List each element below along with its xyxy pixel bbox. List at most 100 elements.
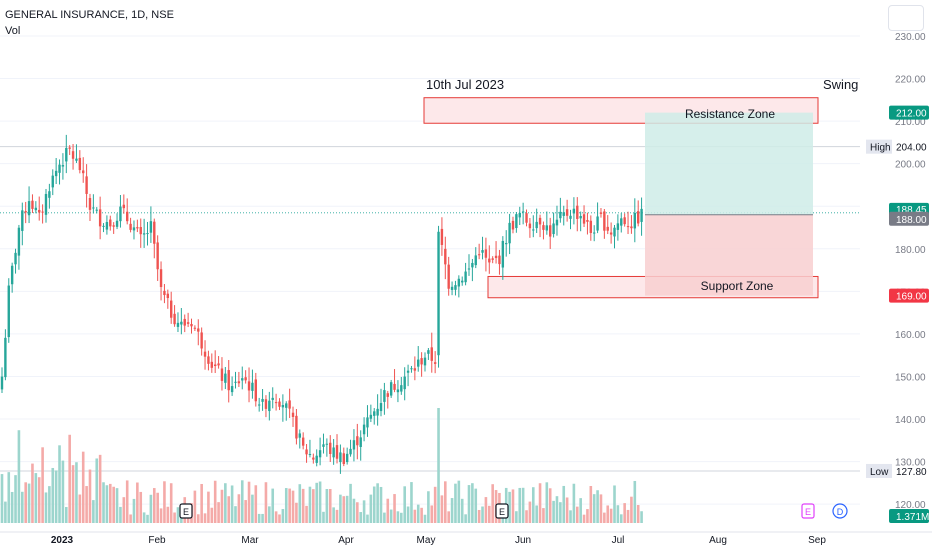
volume-bar <box>393 494 396 523</box>
volume-bar <box>582 514 586 523</box>
volume-bar <box>41 447 44 523</box>
volume-bar <box>220 489 224 523</box>
volume-bar <box>308 486 312 523</box>
volume-bar <box>48 486 51 523</box>
volume-bar <box>115 488 119 523</box>
candle-body <box>427 350 430 354</box>
volume-bar <box>335 509 339 523</box>
volume-bar <box>0 474 4 523</box>
candle-body <box>413 368 417 371</box>
volume-bar <box>149 494 153 523</box>
candle-body <box>17 227 21 256</box>
earnings-marker-past-glyph: E <box>183 507 189 517</box>
candle-body <box>538 217 542 225</box>
candle-body <box>180 321 183 325</box>
volume-bar <box>78 494 82 523</box>
volume-bar <box>349 483 352 523</box>
candle-body <box>481 250 484 253</box>
resistance-zone-label: Resistance Zone <box>685 107 775 121</box>
volume-bar <box>342 496 346 523</box>
candle-body <box>521 211 525 213</box>
candle-body <box>349 448 352 455</box>
volume-bar <box>17 430 21 523</box>
candle-body <box>494 255 498 259</box>
candle-body <box>545 225 549 231</box>
volume-bar <box>85 486 88 523</box>
candle-body <box>393 383 396 390</box>
candle-body <box>373 411 376 416</box>
earnings-marker-past[interactable] <box>179 503 193 519</box>
earnings-marker-past[interactable] <box>495 503 509 519</box>
earnings-marker-upcoming[interactable] <box>801 503 815 519</box>
volume-bar <box>10 491 14 523</box>
candle-body <box>542 225 545 230</box>
volume-bar <box>531 487 535 523</box>
volume-bar <box>603 512 606 523</box>
candle-body <box>230 386 234 393</box>
volume-bar <box>484 497 488 523</box>
candle-body <box>291 412 295 417</box>
volume-bar <box>173 512 176 523</box>
candle-body <box>38 209 41 213</box>
candle-body <box>511 220 515 230</box>
candle-body <box>437 231 440 356</box>
volume-bar <box>460 498 464 523</box>
candle-body <box>254 379 257 402</box>
candle-body <box>586 219 589 222</box>
dividend-marker[interactable] <box>832 503 848 519</box>
volume-bar <box>163 481 166 523</box>
candle-body <box>136 227 139 229</box>
volume-bar <box>372 486 376 523</box>
candle-body <box>464 271 467 283</box>
candle-body <box>34 207 38 211</box>
volume-bar <box>318 481 322 523</box>
candle-body <box>420 358 423 365</box>
candle-body <box>576 205 579 219</box>
candle-body <box>461 280 464 283</box>
volume-bar <box>538 483 542 523</box>
price-tick-label: 140.00 <box>895 415 926 426</box>
candle-body <box>501 240 505 268</box>
candle-body <box>528 223 532 229</box>
candle-body <box>298 433 301 438</box>
volume-bar <box>234 506 237 523</box>
volume-bar <box>288 488 291 523</box>
volume-bar <box>410 482 413 523</box>
price-tick-label: 230.00 <box>895 32 926 43</box>
candle-body <box>599 212 603 214</box>
candle-body <box>433 362 437 364</box>
volume-bar <box>356 502 359 523</box>
volume-bar <box>224 483 227 523</box>
volume-bar <box>565 497 569 523</box>
long-position-target[interactable] <box>645 112 813 215</box>
candle-body <box>31 200 34 209</box>
candle-body <box>339 452 342 463</box>
volume-bar <box>122 497 126 523</box>
candle-body <box>95 209 98 211</box>
candle-body <box>579 215 582 219</box>
volume-bar <box>44 492 48 523</box>
price-axis[interactable]: 120.00130.00140.00150.00160.00170.00180.… <box>864 0 932 532</box>
time-tick-label: Mar <box>241 535 259 546</box>
volume-bar <box>416 504 420 523</box>
candle-body <box>596 216 599 231</box>
candle-body <box>630 226 633 229</box>
candle-body <box>170 300 173 318</box>
long-position-stop[interactable] <box>645 214 813 296</box>
time-axis[interactable]: 2023 Feb Mar Apr May Jun Jul Aug Sep <box>0 531 932 546</box>
candle-body <box>71 151 75 159</box>
candle-body <box>410 368 413 370</box>
volume-bar <box>430 505 434 523</box>
volume-bar <box>508 491 511 523</box>
chart-settings-button[interactable] <box>888 5 924 31</box>
candle-body <box>41 211 44 213</box>
volume-bar <box>213 480 217 523</box>
volume-bar <box>511 489 515 523</box>
candle-body <box>582 214 586 224</box>
volume-bar <box>305 505 308 523</box>
candle-body <box>281 404 285 408</box>
candle-body <box>444 248 447 265</box>
volume-bar <box>108 483 112 523</box>
support-zone-label: Support Zone <box>701 279 774 293</box>
